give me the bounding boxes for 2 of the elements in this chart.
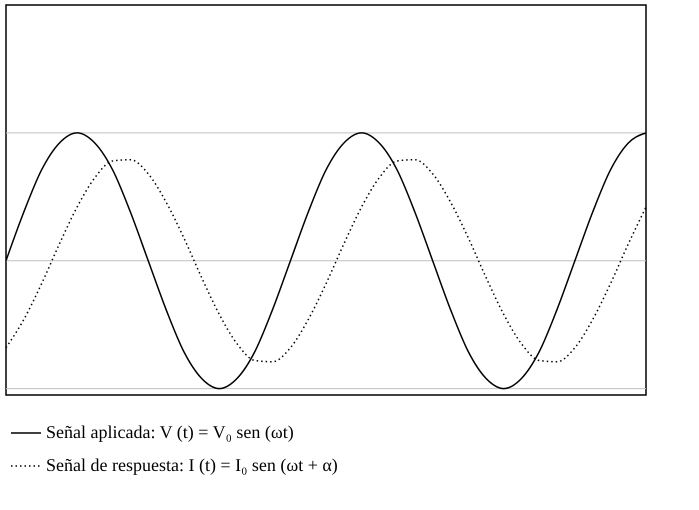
legend-label: Señal aplicada: V (t) = V₀ sen (ωt) bbox=[46, 422, 294, 442]
legend-label: Señal de respuesta: I (t) = I₀ sen (ωt + α) bbox=[46, 455, 338, 475]
